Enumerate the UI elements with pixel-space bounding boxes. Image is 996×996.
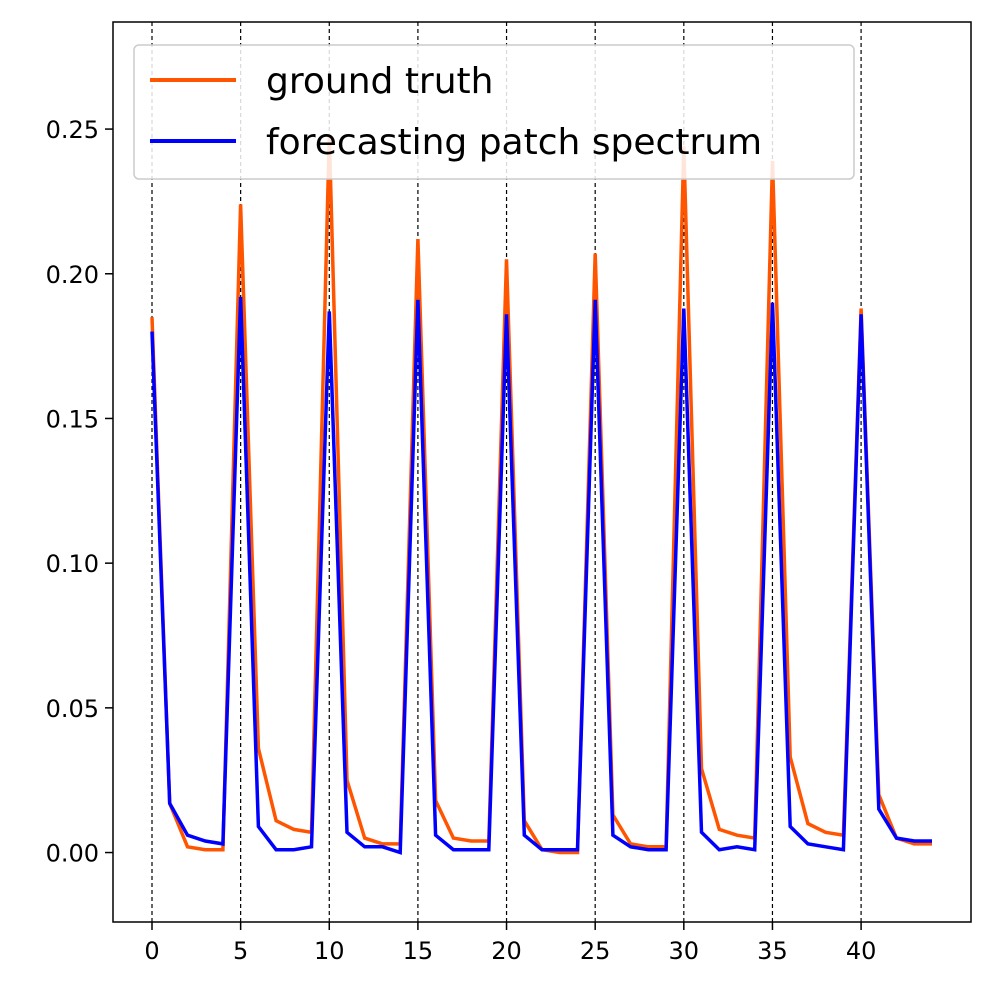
x-tick-label: 10 bbox=[314, 937, 345, 965]
legend-label-forecasting-patch-spectrum: forecasting patch spectrum bbox=[266, 122, 762, 163]
legend-label-ground-truth: ground truth bbox=[266, 61, 493, 102]
x-axis: 0 5 10 15 20 25 30 35 40 bbox=[144, 922, 876, 965]
y-tick-label: 0.25 bbox=[46, 116, 99, 144]
plot-frame bbox=[112, 21, 972, 923]
x-tick-label: 40 bbox=[846, 937, 877, 965]
legend-box bbox=[133, 44, 855, 180]
series-line-forecasting-patch-spectrum bbox=[150, 296, 932, 855]
y-tick-label: 0.10 bbox=[46, 550, 99, 578]
y-axis: 0.00 0.05 0.10 0.15 0.20 0.25 bbox=[46, 116, 113, 868]
x-tick-label: 35 bbox=[757, 937, 788, 965]
x-tick-label: 15 bbox=[403, 937, 434, 965]
y-tick-label: 0.05 bbox=[46, 695, 99, 723]
x-tick-label: 5 bbox=[233, 937, 248, 965]
y-tick-label: 0.00 bbox=[46, 840, 99, 868]
series-lines bbox=[150, 134, 932, 855]
x-tick-label: 30 bbox=[669, 937, 700, 965]
x-tick-label: 0 bbox=[144, 937, 159, 965]
legend: ground truth forecasting patch spectrum bbox=[133, 44, 855, 180]
x-tick-label: 20 bbox=[491, 937, 522, 965]
y-tick-label: 0.15 bbox=[46, 405, 99, 433]
x-tick-label: 25 bbox=[580, 937, 611, 965]
y-tick-label: 0.20 bbox=[46, 261, 99, 289]
